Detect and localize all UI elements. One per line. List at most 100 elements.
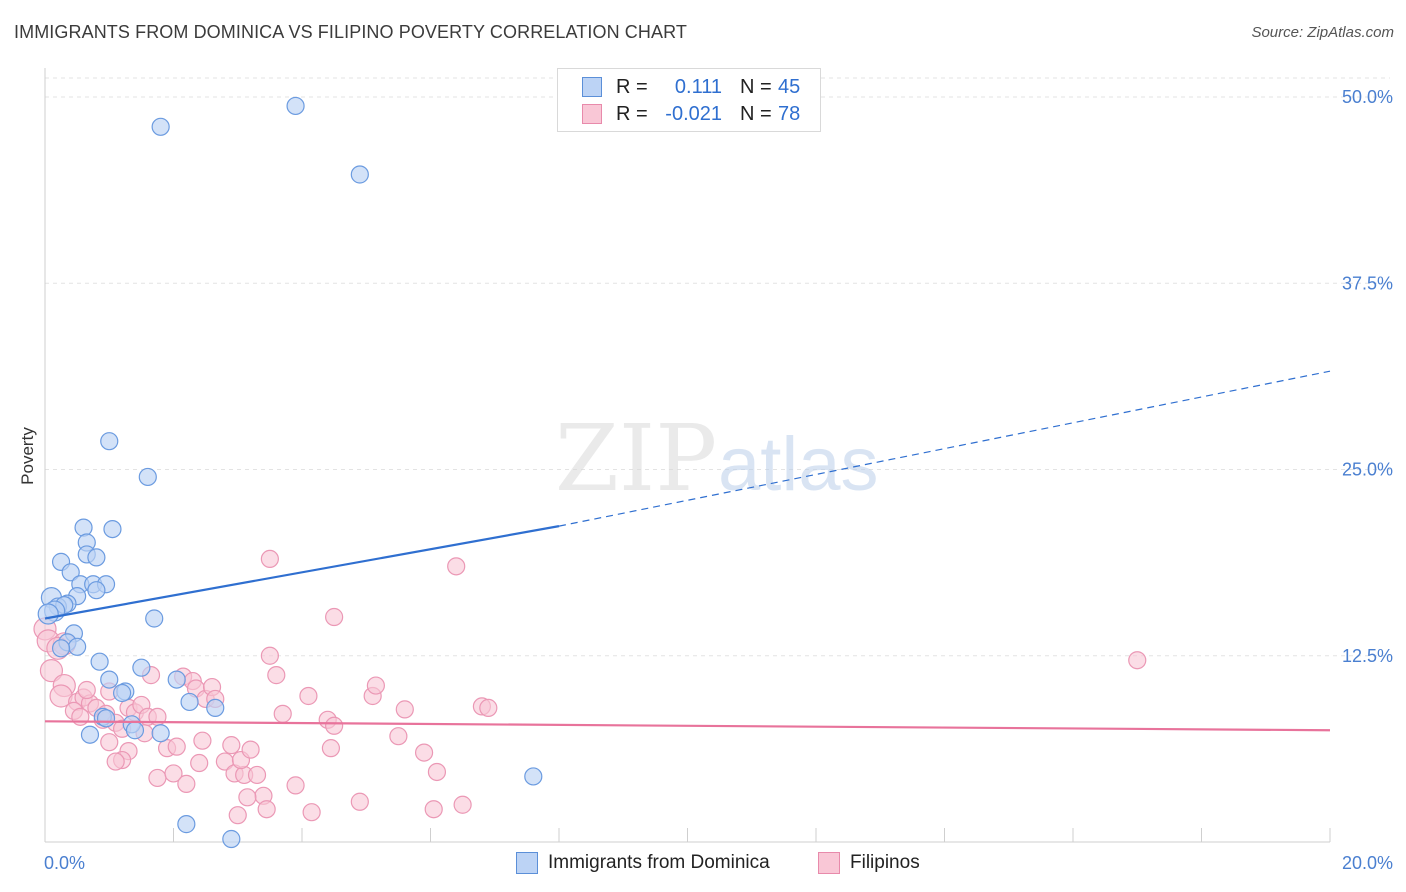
point-filipinos	[424, 800, 443, 819]
point-dominica	[61, 563, 80, 582]
y-tick-label: 50.0%	[1342, 87, 1393, 107]
x-tick-label: 20.0%	[1342, 853, 1393, 873]
point-dominica	[180, 692, 199, 712]
point-dominica	[350, 165, 369, 184]
legend-n-label: N =	[740, 75, 772, 98]
point-dominica	[37, 603, 59, 625]
legend-r-label: R =	[616, 75, 648, 98]
point-dominica	[87, 581, 106, 600]
point-dominica	[151, 117, 170, 136]
point-dominica	[222, 829, 241, 849]
point-filipinos	[100, 733, 119, 752]
point-filipinos	[247, 765, 267, 785]
legend-n-label: N =	[740, 102, 772, 125]
point-filipinos	[164, 764, 183, 783]
point-filipinos	[222, 736, 241, 755]
legend-swatch-pink	[582, 104, 602, 124]
series-label-filipinos: Filipinos	[850, 852, 920, 873]
point-filipinos	[325, 607, 344, 627]
point-filipinos	[241, 740, 260, 759]
watermark: ZIP atlas	[555, 405, 879, 512]
legend-r-label: R =	[616, 102, 648, 125]
y-tick-label: 12.5%	[1342, 646, 1393, 666]
point-filipinos	[350, 792, 369, 811]
point-filipinos	[427, 762, 447, 782]
chart-title: IMMIGRANTS FROM DOMINICA VS FILIPINO POV…	[14, 22, 687, 42]
y-tick-label: 37.5%	[1342, 273, 1393, 293]
point-filipinos	[447, 557, 466, 576]
y-tick-label: 25.0%	[1342, 460, 1393, 480]
point-dominica	[100, 432, 119, 451]
series-swatch-pink	[818, 852, 840, 874]
point-dominica	[90, 652, 109, 671]
grid-lines	[45, 77, 1390, 657]
trend-line-dominica	[44, 525, 560, 620]
point-filipinos	[260, 549, 279, 569]
point-filipinos	[273, 704, 292, 723]
point-dominica	[87, 548, 106, 567]
point-dominica	[145, 609, 164, 628]
point-dominica	[80, 725, 100, 744]
point-filipinos	[39, 659, 64, 683]
point-filipinos	[395, 700, 414, 719]
point-filipinos	[177, 774, 196, 793]
point-filipinos	[479, 698, 498, 718]
point-dominica	[96, 709, 116, 728]
point-filipinos	[414, 743, 434, 762]
point-filipinos	[260, 646, 279, 665]
point-filipinos	[148, 768, 167, 788]
watermark-atlas: atlas	[718, 422, 879, 507]
trend-line-filipinos	[44, 720, 1331, 732]
point-dominica	[167, 670, 186, 689]
point-filipinos	[167, 737, 186, 756]
correlation-legend: R = 0.111 N = 45 R = -0.021 N = 78	[557, 68, 821, 132]
point-filipinos	[267, 666, 286, 685]
point-dominica	[286, 96, 305, 116]
point-filipinos	[321, 739, 341, 758]
series-label-dominica: Immigrants from Dominica	[548, 852, 770, 873]
series-legend-dominica[interactable]: Immigrants from Dominica	[516, 852, 770, 874]
x-tick-label: 0.0%	[44, 853, 85, 873]
point-filipinos	[193, 731, 212, 750]
watermark-zip: ZIP	[555, 405, 717, 512]
point-dominica	[103, 519, 122, 539]
point-filipinos	[1128, 651, 1147, 670]
legend-row-filipinos: R = -0.021 N = 78	[582, 102, 800, 126]
point-dominica	[68, 637, 87, 656]
point-dominica	[74, 518, 93, 537]
point-dominica	[51, 639, 71, 658]
legend-r-value: 0.111	[674, 75, 722, 98]
point-dominica	[138, 467, 157, 487]
point-filipinos	[286, 776, 305, 795]
legend-r-value: -0.021	[665, 102, 722, 125]
series-legend-filipinos[interactable]: Filipinos	[818, 852, 920, 874]
point-filipinos	[366, 676, 385, 695]
point-filipinos	[190, 753, 209, 773]
point-filipinos	[238, 788, 257, 807]
source-label: Source: ZipAtlas.com	[1251, 24, 1394, 41]
point-dominica	[125, 721, 145, 740]
point-filipinos	[257, 800, 276, 819]
point-dominica	[151, 724, 170, 743]
legend-row-dominica: R = 0.111 N = 45	[582, 75, 800, 99]
dominica-points	[37, 96, 543, 849]
point-filipinos	[389, 727, 408, 746]
y-axis-title: Poverty	[18, 427, 37, 485]
point-dominica	[524, 767, 543, 786]
point-dominica	[177, 815, 196, 834]
point-dominica	[206, 698, 225, 718]
point-filipinos	[228, 806, 247, 825]
legend-n-value: 45	[778, 75, 801, 98]
point-filipinos	[71, 707, 90, 726]
axes	[44, 68, 1331, 843]
filipinos-points	[33, 549, 1147, 825]
legend-n-value: 78	[778, 102, 801, 125]
point-filipinos	[453, 795, 472, 814]
point-dominica	[112, 683, 132, 703]
legend-swatch-blue	[582, 77, 602, 97]
series-legend: Immigrants from Dominica Filipinos	[0, 852, 1406, 878]
point-filipinos	[302, 803, 321, 822]
point-filipinos	[106, 752, 125, 771]
point-dominica	[100, 670, 119, 689]
